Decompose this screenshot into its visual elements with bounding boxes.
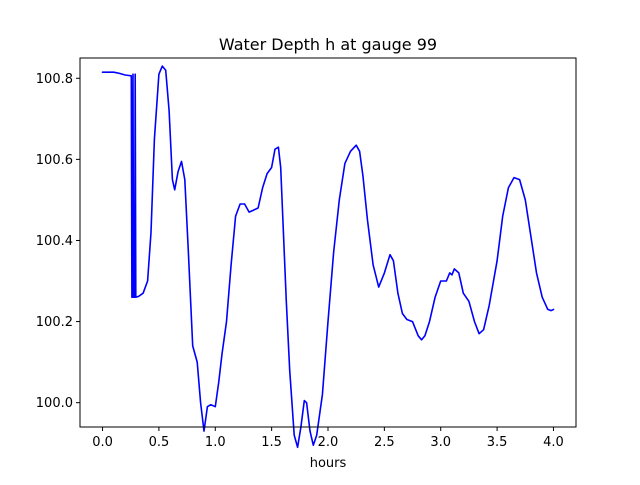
x-tick-label: 4.0: [543, 435, 564, 450]
x-tick-label: 3.0: [430, 435, 451, 450]
x-tick-label: 3.5: [487, 435, 508, 450]
x-tick-label: 0.0: [92, 435, 113, 450]
x-axis: 0.0 0.5 1.0 1.5 2.0 2.5 3.0 3.5 4.0: [92, 427, 564, 450]
x-tick-label: 1.5: [261, 435, 282, 450]
y-tick-label: 100.4: [36, 234, 73, 249]
y-tick-label: 100.0: [36, 396, 73, 411]
chart-title: Water Depth h at gauge 99: [219, 35, 437, 54]
x-tick-label: 0.5: [149, 435, 170, 450]
axes-frame: [79, 57, 577, 428]
x-tick-label: 2.0: [318, 435, 339, 450]
x-tick-label: 1.0: [205, 435, 226, 450]
y-tick-label: 100.6: [36, 153, 73, 168]
series-line: [101, 65, 555, 449]
x-axis-label: hours: [310, 456, 347, 471]
y-tick-label: 100.2: [36, 315, 73, 330]
x-tick-label: 2.5: [374, 435, 395, 450]
plot-area: [101, 65, 555, 449]
y-axis: 100.0 100.2 100.4 100.6 100.8: [36, 72, 80, 411]
y-tick-label: 100.8: [36, 72, 73, 87]
